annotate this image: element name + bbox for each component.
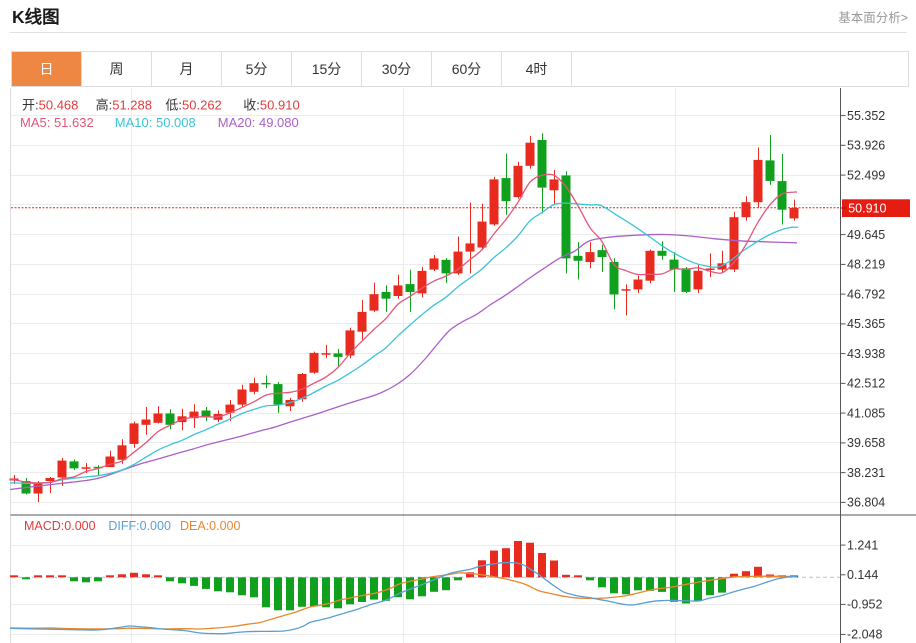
svg-text:DIFF:0.000: DIFF:0.000 bbox=[108, 519, 171, 533]
svg-text:0.144: 0.144 bbox=[847, 568, 878, 582]
svg-text:-0.952: -0.952 bbox=[847, 598, 882, 612]
svg-text:36.804: 36.804 bbox=[847, 496, 885, 510]
svg-text:48.219: 48.219 bbox=[847, 258, 885, 272]
svg-text:DEA:0.000: DEA:0.000 bbox=[180, 519, 241, 533]
svg-text:39.658: 39.658 bbox=[847, 436, 885, 450]
svg-text:高:51.288: 高:51.288 bbox=[96, 97, 152, 112]
svg-text:42.512: 42.512 bbox=[847, 377, 885, 391]
svg-text:收:50.910: 收:50.910 bbox=[243, 97, 299, 112]
svg-text:49.645: 49.645 bbox=[847, 228, 885, 242]
svg-text:MACD:0.000: MACD:0.000 bbox=[24, 519, 96, 533]
svg-text:开:50.468: 开:50.468 bbox=[22, 97, 78, 112]
svg-text:52.499: 52.499 bbox=[847, 168, 885, 182]
svg-text:41.085: 41.085 bbox=[847, 406, 885, 420]
svg-text:1.241: 1.241 bbox=[847, 538, 878, 552]
svg-text:50.910: 50.910 bbox=[848, 201, 886, 215]
svg-text:MA20: 49.080: MA20: 49.080 bbox=[218, 115, 299, 130]
svg-text:46.792: 46.792 bbox=[847, 287, 885, 301]
svg-text:38.231: 38.231 bbox=[847, 466, 885, 480]
svg-text:低:50.262: 低:50.262 bbox=[165, 97, 221, 112]
svg-text:55.352: 55.352 bbox=[847, 109, 885, 123]
svg-text:MA10: 50.008: MA10: 50.008 bbox=[115, 115, 196, 130]
svg-text:45.365: 45.365 bbox=[847, 317, 885, 331]
svg-text:MA5: 51.632: MA5: 51.632 bbox=[20, 115, 94, 130]
svg-text:53.926: 53.926 bbox=[847, 139, 885, 153]
svg-text:43.938: 43.938 bbox=[847, 347, 885, 361]
svg-text:-2.048: -2.048 bbox=[847, 628, 882, 642]
